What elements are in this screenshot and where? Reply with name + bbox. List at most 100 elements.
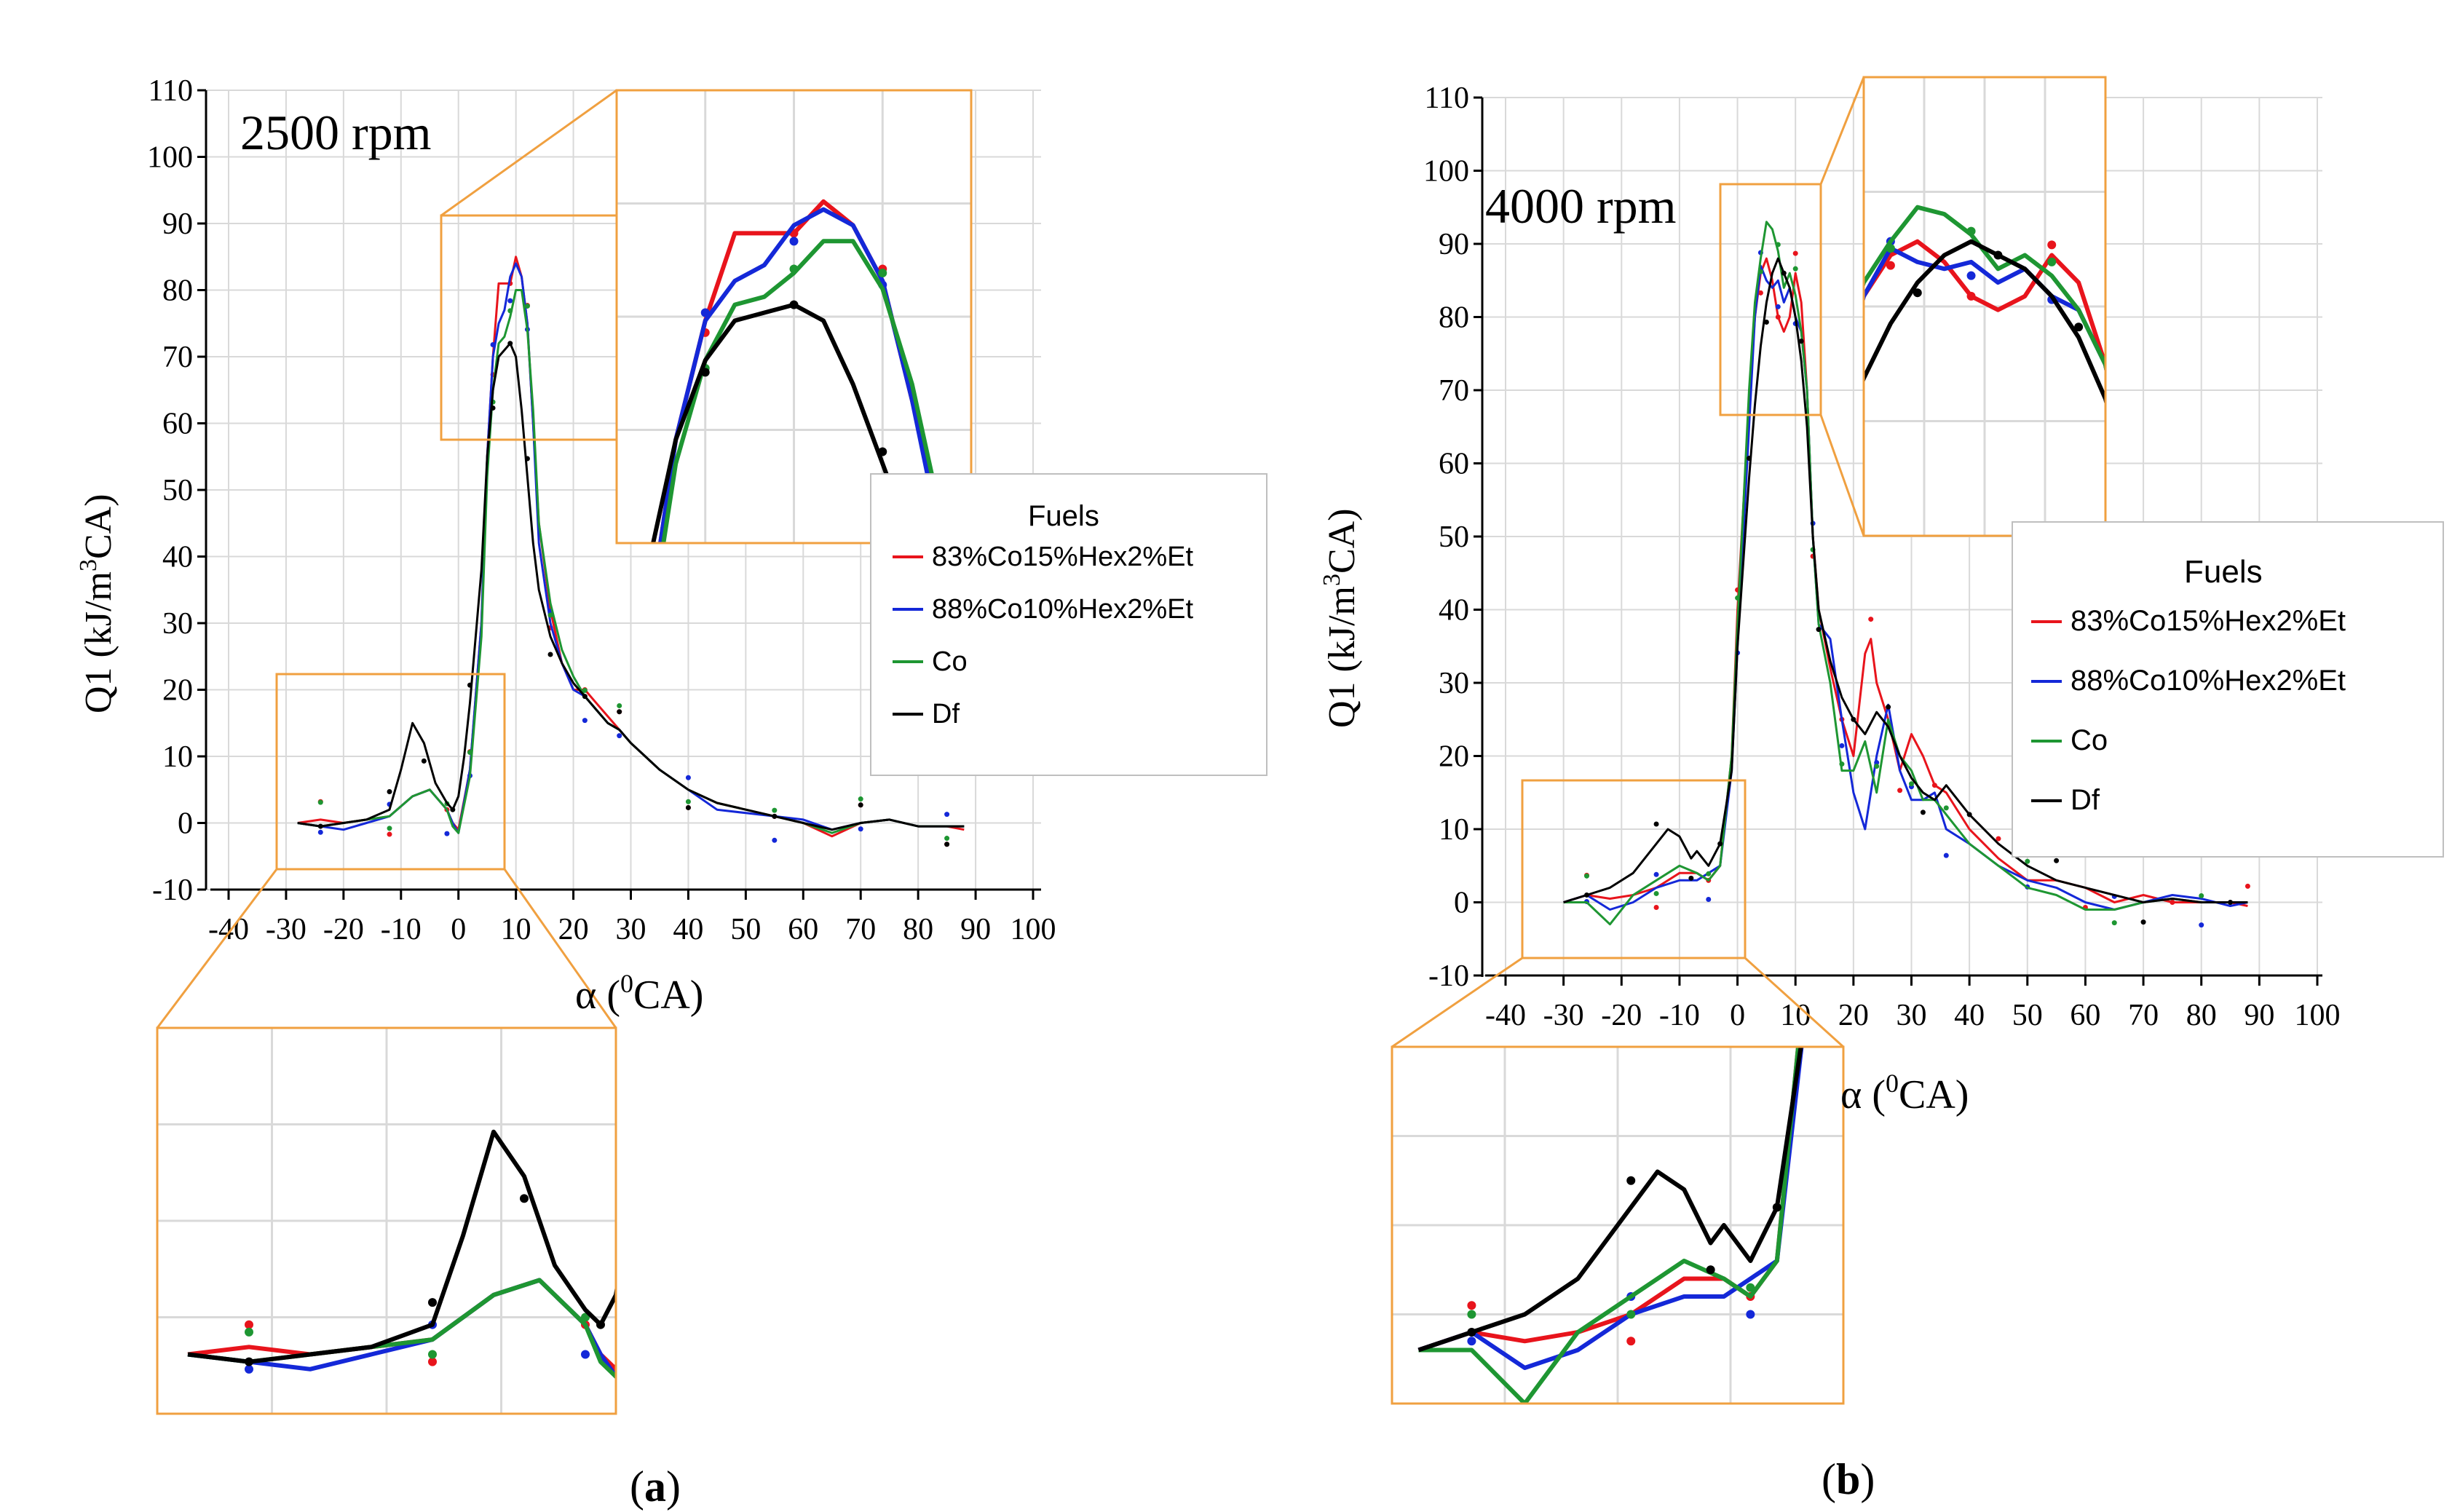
panel-label-a: (a) bbox=[630, 1462, 681, 1511]
data-point-1 bbox=[490, 342, 496, 348]
inset-point-1 bbox=[948, 1098, 957, 1107]
x-tick-label: 80 bbox=[903, 913, 933, 946]
inset-series-line-1 bbox=[1417, 1047, 1804, 1370]
inset-point-0 bbox=[1080, 823, 1089, 831]
inset-point-1 bbox=[1746, 1310, 1755, 1319]
data-point-1 bbox=[2199, 922, 2204, 928]
data-point-2 bbox=[524, 303, 530, 309]
data-point-1 bbox=[1943, 852, 1949, 858]
inset-point-3 bbox=[856, 957, 865, 965]
inset-frame bbox=[1862, 76, 2107, 537]
inset-series-line-1 bbox=[658, 207, 944, 543]
inset-point-1 bbox=[2290, 1203, 2299, 1212]
inset-point-2 bbox=[1467, 1310, 1476, 1319]
x-tick-label: 50 bbox=[2012, 999, 2043, 1032]
inset-point-3 bbox=[1998, 659, 2007, 668]
inset-low-b-content bbox=[1391, 659, 2419, 1405]
data-point-2 bbox=[1874, 764, 1880, 769]
inset-series-line-3 bbox=[1417, 1047, 1803, 1353]
x-tick-label: 20 bbox=[1838, 999, 1869, 1032]
data-point-0 bbox=[1757, 290, 1763, 296]
y-ticks-b: -10 0 10 20 30 40 50 60 70 80 90 100 110 bbox=[1423, 82, 1482, 993]
data-point-2 bbox=[1584, 873, 1589, 879]
x-tick-label: 60 bbox=[788, 913, 818, 946]
data-point-0 bbox=[1868, 617, 1874, 622]
data-point-1 bbox=[1839, 743, 1845, 748]
inset-point-1 bbox=[2211, 1078, 2220, 1087]
inset-point-2 bbox=[1966, 226, 1976, 236]
inset-point-0 bbox=[948, 1053, 957, 1062]
panel-label-b: (b) bbox=[1822, 1455, 1875, 1503]
inset-point-2 bbox=[464, 852, 473, 861]
zoom-source-peak-b bbox=[1719, 183, 1822, 416]
inset-point-3 bbox=[596, 1320, 605, 1329]
data-point-2 bbox=[1706, 871, 1712, 876]
data-point-2 bbox=[1775, 242, 1781, 248]
data-point-2 bbox=[944, 836, 950, 842]
data-point-3 bbox=[582, 694, 588, 700]
data-point-0 bbox=[2245, 883, 2250, 889]
data-point-1 bbox=[1653, 871, 1659, 877]
inset-point-0 bbox=[1886, 261, 1895, 270]
x-tick-label: 30 bbox=[616, 913, 646, 946]
inset-point-1 bbox=[582, 812, 591, 821]
inset-point-2 bbox=[1645, 815, 1653, 824]
inset-point-3 bbox=[1626, 1176, 1636, 1185]
x-tick-label: -10 bbox=[1659, 999, 1700, 1032]
data-point-2 bbox=[1653, 890, 1659, 896]
x-tick-label: -10 bbox=[381, 913, 422, 946]
data-point-2 bbox=[467, 750, 472, 756]
data-point-2 bbox=[685, 799, 691, 804]
inset-point-0 bbox=[2264, 1061, 2273, 1069]
inset-point-1 bbox=[245, 1364, 253, 1374]
inset-point-2 bbox=[1080, 826, 1089, 834]
data-point-1 bbox=[1706, 896, 1712, 902]
inset-point-1 bbox=[1911, 1342, 1920, 1351]
inset-point-3 bbox=[347, 789, 355, 798]
inset-point-1 bbox=[2052, 935, 2060, 944]
inset-point-3 bbox=[1351, 749, 1360, 758]
x-tick-label: -20 bbox=[323, 913, 364, 946]
y-tick-label: 50 bbox=[162, 474, 193, 507]
legend-label-3: Df bbox=[2071, 784, 2100, 816]
data-point-2 bbox=[1839, 761, 1845, 767]
inset-point-0 bbox=[1645, 819, 1653, 828]
inset-point-3 bbox=[2344, 1132, 2352, 1141]
data-point-2 bbox=[582, 687, 588, 693]
y-tick-label: 0 bbox=[1454, 887, 1469, 920]
y-tick-label: 90 bbox=[1439, 228, 1469, 261]
x-tick-label: 80 bbox=[2186, 999, 2217, 1032]
legend-label-2: Co bbox=[2071, 724, 2108, 756]
x-ticks-a: -40 -30 -20 -10 0 10 20 30 40 50 60 70 80 90 100 bbox=[208, 890, 1056, 946]
x-tick-label: 100 bbox=[1011, 913, 1056, 946]
inset-point-0 bbox=[1223, 1298, 1232, 1307]
y-tick-label: 50 bbox=[1439, 521, 1469, 554]
x-tick-label: 40 bbox=[673, 913, 703, 946]
inset-point-2 bbox=[2290, 1123, 2299, 1131]
inset-point-3 bbox=[494, 856, 503, 865]
inset-low-a-content bbox=[156, 957, 1920, 1415]
inset-series-line-2 bbox=[187, 1278, 616, 1379]
inset-point-3 bbox=[169, 844, 178, 853]
data-point-3 bbox=[1851, 716, 1856, 722]
data-point-1 bbox=[685, 775, 691, 780]
x-tick-label: -40 bbox=[208, 913, 249, 946]
inset-point-3 bbox=[245, 1357, 253, 1366]
inset-point-3 bbox=[1080, 833, 1089, 842]
inset-point-0 bbox=[428, 1357, 437, 1366]
x-tick-label: 70 bbox=[2128, 999, 2159, 1032]
inset-point-3 bbox=[428, 1298, 437, 1307]
x-tick-label: 20 bbox=[558, 913, 589, 946]
inset-point-1 bbox=[1403, 819, 1412, 828]
inset-point-0 bbox=[1040, 1120, 1048, 1129]
inset-point-0 bbox=[2410, 1212, 2419, 1221]
data-point-3 bbox=[1584, 892, 1589, 898]
inset-point-0 bbox=[2148, 864, 2157, 873]
inset-peak-b-content bbox=[1080, 76, 2107, 842]
legend-title-a: Fuels bbox=[1028, 500, 1099, 532]
legend-items-a: 83%Co15%Hex2%Et 88%Co10%Hex2%Et Co Df bbox=[893, 542, 1194, 729]
inset-point-3 bbox=[1467, 1328, 1476, 1337]
inset-point-1 bbox=[1223, 1261, 1232, 1270]
